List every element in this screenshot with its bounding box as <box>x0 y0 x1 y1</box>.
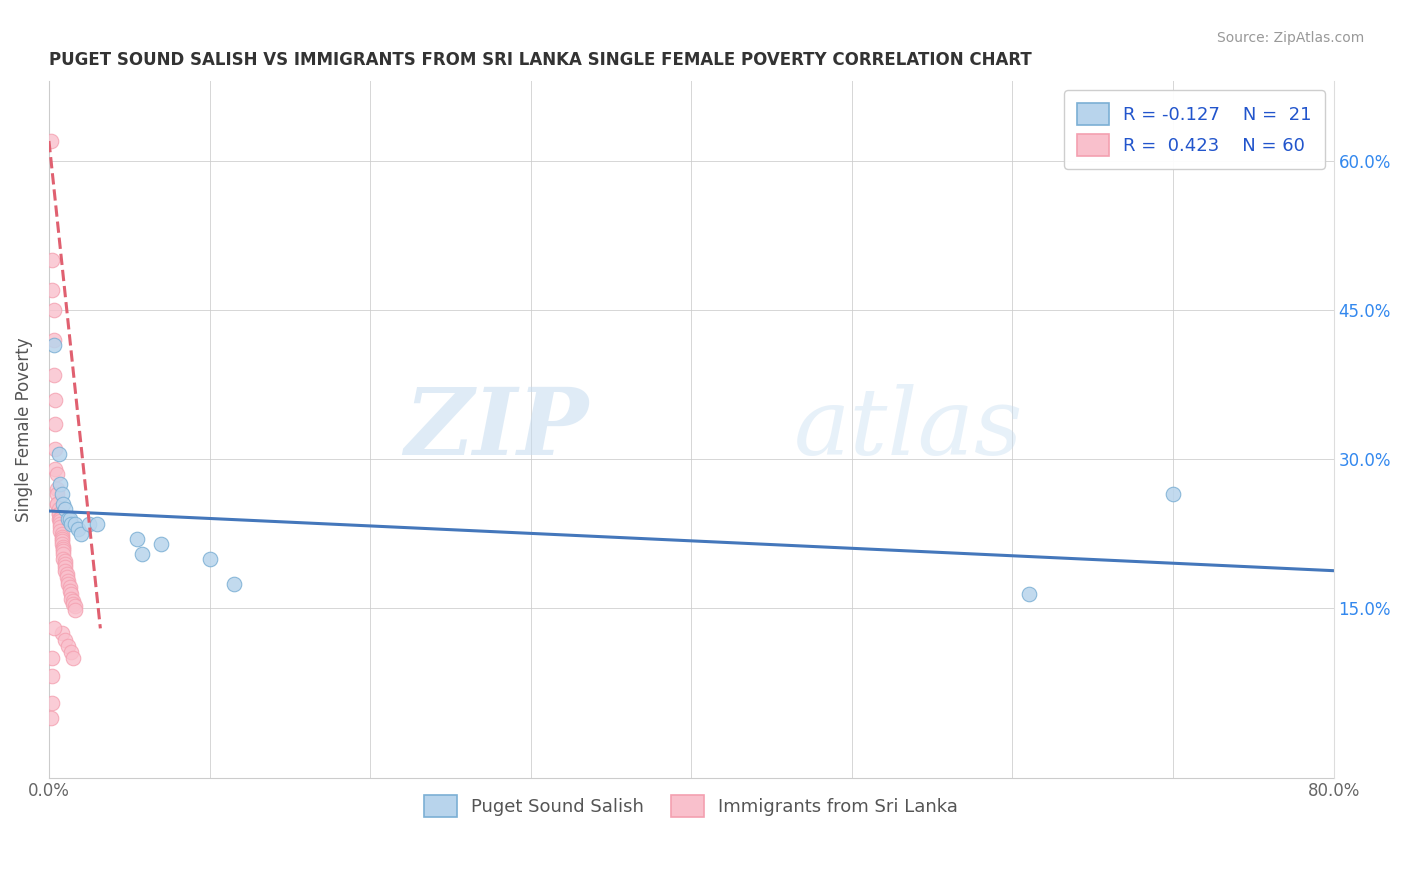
Point <box>51 487 73 501</box>
Point <box>46 497 69 511</box>
Point <box>55 569 77 583</box>
Point <box>59 512 82 526</box>
Point <box>58 512 80 526</box>
Point <box>48 512 70 526</box>
Point <box>41 283 63 297</box>
Text: PUGET SOUND SALISH VS IMMIGRANTS FROM SRI LANKA SINGLE FEMALE POVERTY CORRELATIO: PUGET SOUND SALISH VS IMMIGRANTS FROM SR… <box>49 51 1032 69</box>
Point <box>60 586 83 600</box>
Point <box>53 633 76 648</box>
Point <box>70 527 93 541</box>
Point <box>51 537 73 551</box>
Point <box>52 543 75 558</box>
Point <box>127 532 149 546</box>
Point <box>49 520 72 534</box>
Point <box>46 497 69 511</box>
Point <box>51 527 73 541</box>
Point <box>66 522 89 536</box>
Point <box>41 696 63 710</box>
Point <box>58 574 80 588</box>
Text: Source: ZipAtlas.com: Source: ZipAtlas.com <box>1216 31 1364 45</box>
Point <box>62 593 84 607</box>
Point <box>63 599 86 614</box>
Point <box>86 516 108 531</box>
Point <box>39 711 62 725</box>
Point <box>53 557 76 571</box>
Point <box>51 530 73 544</box>
Point <box>49 516 72 531</box>
Point <box>42 368 65 382</box>
Point <box>41 669 63 683</box>
Point <box>49 512 72 526</box>
Text: atlas: atlas <box>794 384 1024 475</box>
Point <box>51 532 73 546</box>
Point <box>53 564 76 578</box>
Point <box>63 516 86 531</box>
Point <box>63 603 86 617</box>
Point <box>44 392 66 407</box>
Point <box>55 566 77 581</box>
Point <box>46 487 69 501</box>
Point <box>52 551 75 566</box>
Point <box>51 533 73 548</box>
Point <box>53 559 76 574</box>
Point <box>42 333 65 347</box>
Point <box>42 303 65 318</box>
Point <box>222 576 245 591</box>
Point <box>46 482 69 496</box>
Legend: Puget Sound Salish, Immigrants from Sri Lanka: Puget Sound Salish, Immigrants from Sri … <box>418 788 966 824</box>
Point <box>49 477 72 491</box>
Point <box>59 583 82 598</box>
Text: ZIP: ZIP <box>405 384 589 475</box>
Point <box>52 497 75 511</box>
Point <box>41 253 63 268</box>
Point <box>48 502 70 516</box>
Point <box>198 551 221 566</box>
Point <box>131 547 153 561</box>
Point <box>60 591 83 606</box>
Point <box>1018 586 1040 600</box>
Y-axis label: Single Female Poverty: Single Female Poverty <box>15 337 32 522</box>
Point <box>52 541 75 556</box>
Point <box>60 645 83 659</box>
Point <box>77 516 100 531</box>
Point <box>1161 487 1184 501</box>
Point <box>52 547 75 561</box>
Point <box>150 537 173 551</box>
Point <box>48 507 70 521</box>
Point <box>62 597 84 611</box>
Point <box>39 134 62 148</box>
Point <box>42 338 65 352</box>
Point <box>49 524 72 538</box>
Point <box>58 576 80 591</box>
Point <box>42 621 65 635</box>
Point <box>44 442 66 457</box>
Point <box>53 502 76 516</box>
Point <box>53 554 76 568</box>
Point <box>51 626 73 640</box>
Point <box>41 651 63 665</box>
Point <box>58 640 80 654</box>
Point <box>46 467 69 482</box>
Point <box>48 447 70 461</box>
Point <box>59 580 82 594</box>
Point <box>44 462 66 476</box>
Point <box>49 514 72 528</box>
Point <box>52 540 75 554</box>
Point <box>44 417 66 432</box>
Point <box>60 516 83 531</box>
Point <box>48 507 70 521</box>
Point <box>62 651 84 665</box>
